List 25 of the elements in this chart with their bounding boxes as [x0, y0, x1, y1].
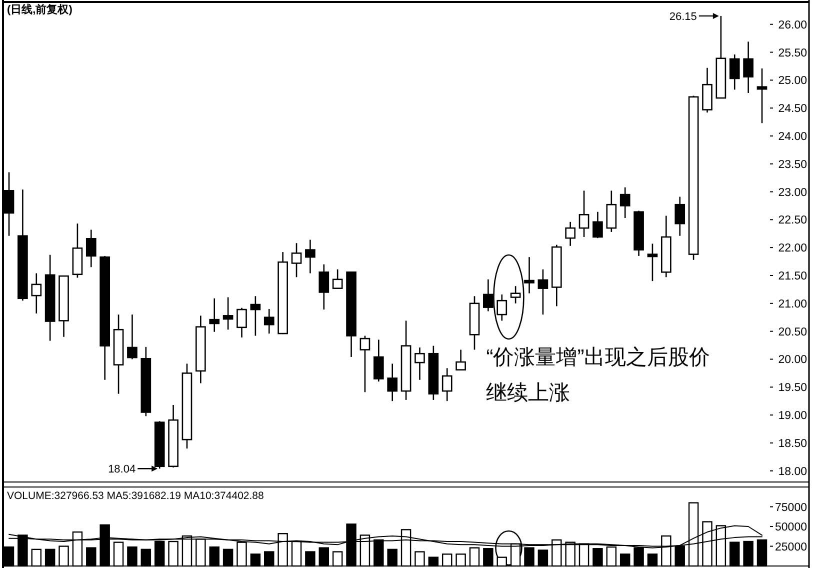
y-tick-label: 75000	[775, 502, 807, 514]
y-tick-label: 25.50	[778, 47, 807, 60]
y-tick-label: 20.50	[778, 326, 807, 338]
chart-title: (日线,前复权)	[7, 3, 73, 16]
y-tick-label: 23.50	[778, 158, 807, 171]
chart-title: VOLUME:327966.53 MA5:391682.19 MA10:374402.88	[7, 490, 264, 502]
y-tick-label: 22.50	[778, 214, 807, 227]
y-tick-label: 18.50	[778, 438, 807, 450]
annotation: 26.15	[669, 10, 697, 23]
y-tick-label: 25000	[775, 541, 807, 554]
y-tick-label: 50000	[775, 522, 807, 534]
y-tick-label: 25.00	[778, 75, 807, 88]
y-tick-label: 22.00	[778, 242, 807, 255]
y-tick-label: 24.50	[778, 103, 807, 116]
y-tick-label: 21.00	[778, 298, 807, 310]
y-tick-label: 19.50	[778, 382, 807, 394]
y-tick-label: 24.00	[778, 130, 807, 143]
annotation: “价涨量增”出现之后股价继续上涨	[486, 346, 710, 405]
y-tick-label: 20.00	[778, 354, 807, 366]
y-tick-label: 19.00	[778, 410, 807, 422]
y-tick-label: 18.00	[778, 466, 807, 478]
y-tick-label: 26.00	[778, 19, 807, 32]
y-tick-label: 21.50	[778, 270, 807, 283]
annotation: 18.04	[108, 464, 136, 476]
y-tick-label: 23.00	[778, 186, 807, 199]
